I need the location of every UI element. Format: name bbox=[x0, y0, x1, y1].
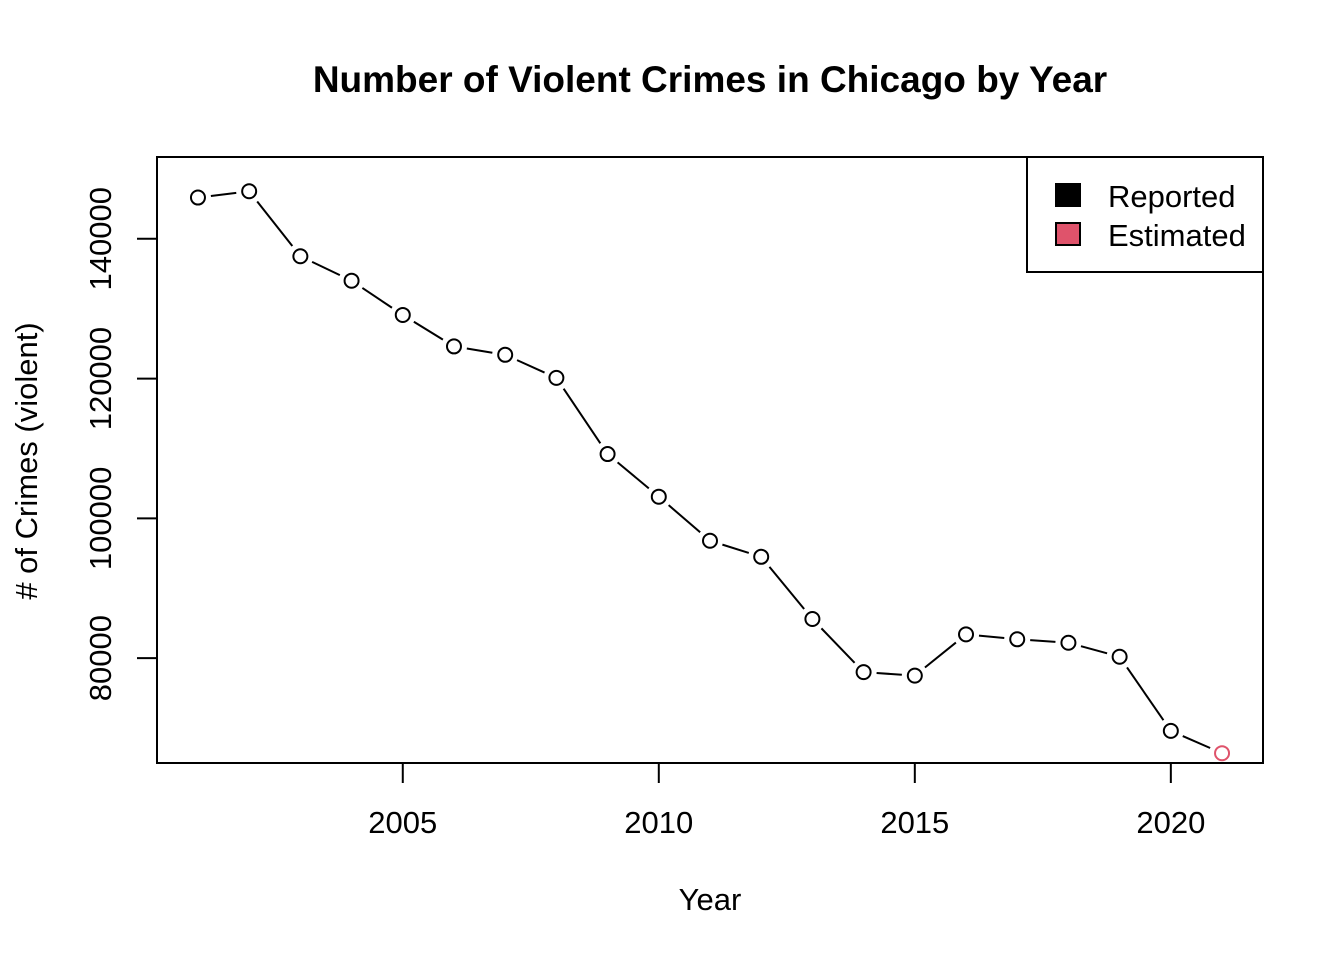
data-points bbox=[189, 183, 1231, 762]
legend-box bbox=[1026, 156, 1264, 273]
point-2004 bbox=[343, 272, 360, 289]
line-segment-2018-2019 bbox=[1080, 645, 1108, 655]
line-segment-2005-2006 bbox=[413, 320, 444, 341]
point-2013 bbox=[804, 611, 821, 628]
line-segment-2004-2005 bbox=[361, 287, 393, 309]
chart-title: Number of Violent Crimes in Chicago by Y… bbox=[313, 59, 1107, 100]
line-segment-2013-2014 bbox=[820, 627, 856, 664]
point-2019 bbox=[1111, 648, 1128, 665]
point-2018 bbox=[1060, 634, 1077, 651]
legend-swatch-estimated bbox=[1055, 222, 1081, 246]
x-tick-label-2015: 2015 bbox=[880, 805, 949, 840]
line-segment-2009-2010 bbox=[616, 461, 650, 490]
y-axis: 80000 100000 120000 140000 bbox=[83, 187, 157, 701]
point-2015 bbox=[906, 667, 923, 684]
line-segment-2014-2015 bbox=[876, 672, 902, 676]
point-2001 bbox=[189, 189, 206, 206]
x-axis: 2005 2010 2015 2020 bbox=[368, 763, 1205, 840]
line-segment-2008-2009 bbox=[562, 388, 602, 444]
point-2002 bbox=[241, 183, 258, 200]
legend: Reported Estimated bbox=[1026, 156, 1264, 273]
line-segment-2002-2003 bbox=[256, 200, 294, 247]
line-segment-2012-2013 bbox=[768, 566, 805, 610]
legend-label-estimated: Estimated bbox=[1108, 218, 1246, 253]
line-segment-2017-2018 bbox=[1030, 639, 1056, 643]
point-2007 bbox=[497, 346, 514, 363]
line-segment-2001-2002 bbox=[210, 191, 237, 197]
point-2014 bbox=[855, 664, 872, 681]
legend-label-reported: Reported bbox=[1108, 179, 1236, 214]
line-segment-2015-2016 bbox=[924, 641, 957, 669]
line-segment-2011-2012 bbox=[722, 543, 750, 554]
line-segment-2007-2008 bbox=[516, 359, 545, 374]
line-segment-2003-2004 bbox=[311, 260, 341, 277]
line-segment-2019-2020 bbox=[1126, 666, 1165, 721]
line-segment-2006-2007 bbox=[466, 347, 493, 354]
y-tick-label-80000: 80000 bbox=[83, 615, 118, 701]
legend-swatch-reported bbox=[1055, 183, 1081, 207]
point-2009 bbox=[599, 446, 616, 463]
x-tick-label-2005: 2005 bbox=[368, 805, 437, 840]
plot-frame bbox=[156, 156, 1264, 764]
point-2003 bbox=[292, 248, 309, 265]
point-2021 bbox=[1214, 745, 1231, 762]
y-tick-label-120000: 120000 bbox=[83, 327, 118, 430]
x-tick-label-2010: 2010 bbox=[624, 805, 693, 840]
point-2005 bbox=[394, 306, 411, 323]
point-2012 bbox=[753, 548, 770, 565]
y-tick-label-100000: 100000 bbox=[83, 467, 118, 570]
y-tick-label-140000: 140000 bbox=[83, 187, 118, 290]
series-line bbox=[210, 191, 1211, 749]
x-axis-label: Year bbox=[679, 882, 742, 917]
point-2011 bbox=[702, 532, 718, 549]
line-segment-2020-2021 bbox=[1182, 735, 1211, 749]
line-segment-2010-2011 bbox=[668, 504, 701, 534]
point-2017 bbox=[1009, 631, 1026, 648]
point-2008 bbox=[548, 369, 565, 386]
y-axis-label: # of Crimes (violent) bbox=[9, 322, 44, 599]
point-2006 bbox=[445, 338, 462, 355]
x-tick-label-2020: 2020 bbox=[1136, 805, 1205, 840]
point-2020 bbox=[1162, 722, 1179, 739]
point-2016 bbox=[958, 626, 975, 643]
line-segment-2016-2017 bbox=[978, 634, 1005, 640]
point-2010 bbox=[650, 488, 667, 505]
